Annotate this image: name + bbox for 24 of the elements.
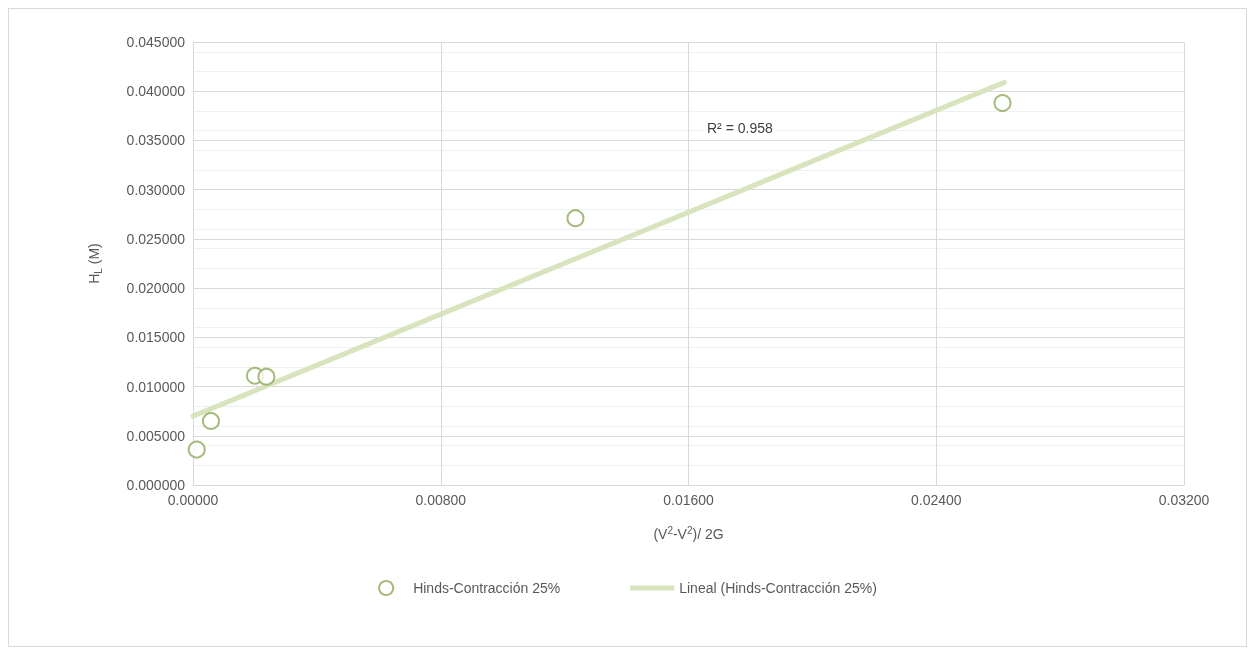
legend-label: Lineal (Hinds-Contracción 25%)	[679, 580, 877, 596]
y-tick-label: 0.035000	[126, 132, 186, 149]
y-tick-label: 0.040000	[126, 83, 186, 100]
point	[257, 367, 276, 386]
x-tick-label: 0.03200	[1158, 492, 1210, 508]
point	[993, 94, 1012, 113]
y-tick-label: 0.030000	[126, 181, 186, 198]
y-tick-label: 0.010000	[126, 378, 186, 395]
y-tick-label: 0.015000	[126, 329, 186, 346]
y-tick-label: 0.025000	[126, 230, 186, 247]
point	[201, 412, 220, 431]
x-tick-label: 0.02400	[910, 492, 962, 508]
legend-label: Hinds-Contracción 25%	[413, 580, 561, 596]
point	[566, 209, 585, 228]
y-axis-title: HL (M)	[86, 243, 104, 284]
point	[187, 440, 206, 459]
x-tick-label: 0.00000	[167, 492, 219, 508]
y-tick-label: 0.005000	[126, 427, 186, 444]
y-tick-label: 0.020000	[126, 280, 186, 297]
y-tick-label: 0.000000	[126, 477, 186, 493]
x-tick-label: 0.01600	[663, 492, 715, 508]
annotation: R² = 0.958	[707, 120, 773, 136]
y-tick-label: 0.045000	[126, 34, 186, 50]
x-tick-label: 0.00800	[415, 492, 467, 508]
